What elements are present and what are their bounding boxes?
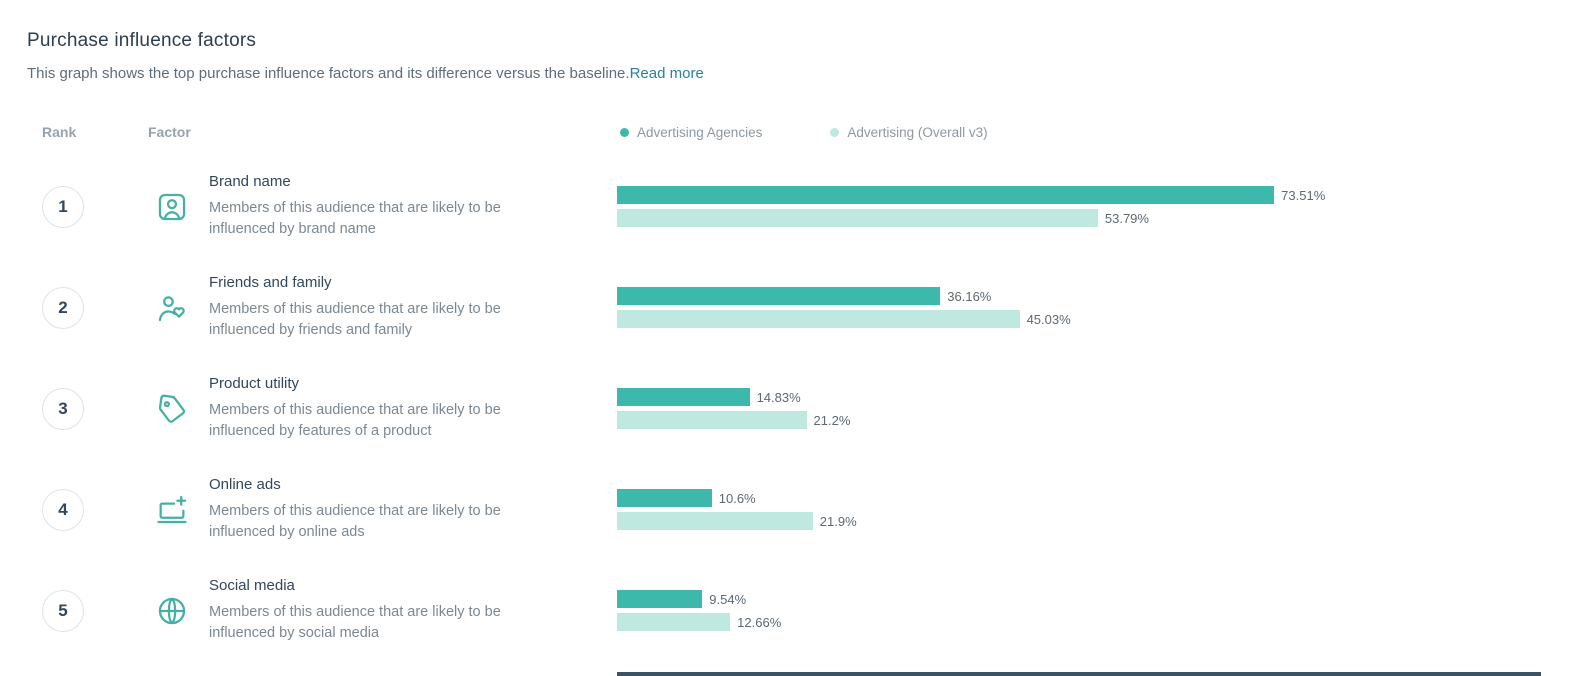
horizontal-scrollbar[interactable] [617, 672, 1541, 676]
bar-value-label: 12.66% [737, 614, 782, 630]
bar-advertising-agencies[interactable] [617, 489, 712, 507]
bar-value-label: 14.83% [756, 389, 801, 405]
rank-column-header: Rank [42, 124, 77, 140]
bar-line-primary: 9.54% [617, 590, 1511, 608]
factor-row-product-utility: 3 Product utility Members of this audien… [27, 358, 1561, 459]
rank-cell: 1 [27, 185, 148, 228]
factor-row-friends-and-family: 2 Friends and family Members of this aud… [27, 257, 1561, 358]
bar-advertising-agencies[interactable] [617, 590, 703, 608]
rank-cell: 3 [27, 387, 148, 430]
bar-advertising-agencies[interactable] [617, 388, 750, 406]
price-tag-icon [148, 392, 209, 426]
legend-item-advertising-overall[interactable]: Advertising (Overall v3) [830, 124, 988, 140]
bar-line-primary: 14.83% [617, 388, 1511, 406]
factor-name: Friends and family [209, 274, 332, 291]
factor-row-brand-name: 1 Brand name Members of this audience th… [27, 156, 1561, 257]
rank-badge: 5 [42, 589, 84, 632]
rank-number: 3 [58, 398, 68, 418]
bar-line-primary: 36.16% [617, 287, 1511, 305]
rank-badge: 4 [42, 488, 84, 531]
subtitle-text: This graph shows the top purchase influe… [27, 65, 630, 82]
rank-number: 1 [58, 196, 68, 216]
bars-cell: 36.16% 45.03% [617, 287, 1561, 328]
bar-value-label: 21.2% [813, 412, 851, 428]
factor-cell: Online ads Members of this audience that… [148, 476, 617, 543]
bars-cell: 10.6% 21.9% [617, 489, 1561, 530]
factor-cell: Friends and family Members of this audie… [148, 274, 617, 341]
factor-cell: Brand name Members of this audience that… [148, 173, 617, 240]
factor-text: Online ads Members of this audience that… [209, 476, 544, 543]
bar-advertising-agencies[interactable] [617, 186, 1275, 204]
bar-value-label: 21.9% [819, 513, 857, 529]
factor-name: Social media [209, 577, 295, 594]
friends-family-icon [148, 291, 209, 325]
factor-column-header: Factor [148, 124, 191, 140]
bar-advertising-agencies[interactable] [617, 287, 941, 305]
factor-text: Product utility Members of this audience… [209, 375, 544, 442]
legend-item-advertising-agencies[interactable]: Advertising Agencies [620, 125, 762, 140]
purchase-influence-panel: Purchase influence factors This graph sh… [27, 30, 1561, 661]
factor-description: Members of this audience that are likely… [209, 503, 501, 540]
bar-value-label: 73.51% [1281, 187, 1326, 203]
rank-number: 5 [58, 600, 68, 620]
bar-advertising-overall[interactable] [617, 209, 1098, 227]
rank-badge: 3 [42, 387, 84, 430]
bar-value-label: 45.03% [1026, 311, 1071, 327]
bar-line-secondary: 53.79% [617, 209, 1511, 227]
online-ads-icon [148, 493, 209, 527]
rank-number: 2 [58, 297, 68, 317]
rank-cell: 2 [27, 286, 148, 329]
rank-cell: 4 [27, 488, 148, 531]
bars-cell: 14.83% 21.2% [617, 388, 1561, 429]
legend-label: Advertising (Overall v3) [847, 124, 988, 140]
chart-subtitle: This graph shows the top purchase influe… [27, 65, 1561, 82]
factor-name: Online ads [209, 476, 281, 493]
factor-description: Members of this audience that are likely… [209, 604, 501, 641]
rank-cell: 5 [27, 589, 148, 632]
factor-name: Product utility [209, 375, 300, 392]
bar-line-secondary: 12.66% [617, 613, 1511, 631]
bar-value-label: 10.6% [718, 490, 756, 506]
factor-cell: Product utility Members of this audience… [148, 375, 617, 442]
page-title: Purchase influence factors [27, 30, 257, 51]
bar-advertising-overall[interactable] [617, 411, 807, 429]
social-media-globe-icon [148, 594, 209, 628]
bar-line-secondary: 45.03% [617, 310, 1511, 328]
bar-line-secondary: 21.2% [617, 411, 1511, 429]
bar-value-label: 9.54% [709, 591, 747, 607]
factor-description: Members of this audience that are likely… [209, 200, 501, 237]
rank-badge: 1 [42, 185, 84, 228]
bar-advertising-overall[interactable] [617, 310, 1020, 328]
legend-dot-secondary [830, 127, 840, 137]
rank-badge: 2 [42, 286, 84, 329]
bars-cell: 73.51% 53.79% [617, 186, 1561, 227]
legend-dot-primary [620, 127, 629, 137]
brand-portrait-icon [148, 190, 209, 224]
bar-value-label: 53.79% [1104, 210, 1149, 226]
bar-line-secondary: 21.9% [617, 512, 1511, 530]
factor-name: Brand name [209, 173, 291, 190]
bar-advertising-overall[interactable] [617, 512, 813, 530]
factor-cell: Social media Members of this audience th… [148, 577, 617, 644]
table-header: Rank Factor Advertising Agencies Adverti… [27, 124, 1561, 140]
bar-line-primary: 73.51% [617, 186, 1511, 204]
rank-number: 4 [58, 499, 68, 519]
bar-line-primary: 10.6% [617, 489, 1511, 507]
factor-text: Friends and family Members of this audie… [209, 274, 544, 341]
bar-advertising-overall[interactable] [617, 613, 731, 631]
factor-rows: 1 Brand name Members of this audience th… [27, 156, 1561, 661]
factor-text: Brand name Members of this audience that… [209, 173, 544, 240]
legend-label: Advertising Agencies [637, 124, 763, 140]
bar-value-label: 36.16% [947, 288, 992, 304]
factor-description: Members of this audience that are likely… [209, 402, 501, 439]
factor-description: Members of this audience that are likely… [209, 301, 501, 338]
factor-row-social-media: 5 Social media Members of this audience … [27, 560, 1561, 661]
factor-row-online-ads: 4 Online ads Members of this audience th… [27, 459, 1561, 560]
factor-text: Social media Members of this audience th… [209, 577, 544, 644]
bars-cell: 9.54% 12.66% [617, 590, 1561, 631]
chart-legend: Advertising Agencies Advertising (Overal… [617, 125, 1561, 140]
read-more-link[interactable]: Read more [629, 65, 704, 82]
